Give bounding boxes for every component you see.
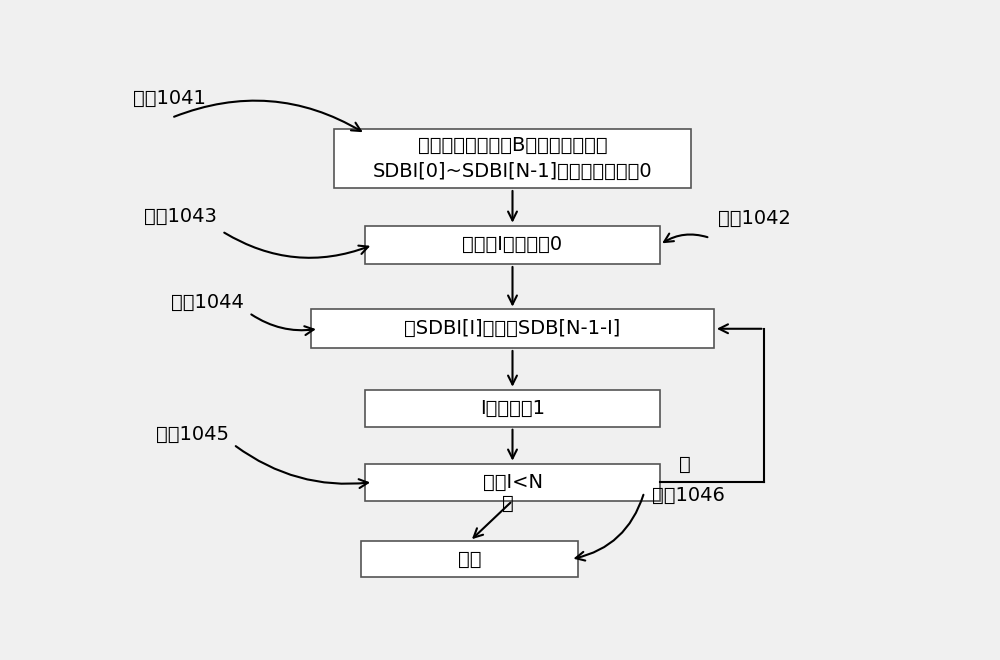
Text: 步骤1042: 步骤1042 (718, 209, 791, 228)
Text: 步骤1045: 步骤1045 (156, 425, 229, 444)
Text: 是: 是 (679, 455, 691, 475)
FancyBboxPatch shape (365, 389, 660, 427)
Text: 步骤1043: 步骤1043 (144, 207, 217, 226)
Text: 将SDBI[I]赋值为SDB[N-1-I]: 将SDBI[I]赋值为SDB[N-1-I] (404, 319, 621, 339)
Text: I的值增加1: I的值增加1 (480, 399, 545, 418)
FancyBboxPatch shape (334, 129, 691, 188)
Text: 步骤1044: 步骤1044 (172, 293, 244, 312)
FancyBboxPatch shape (365, 226, 660, 264)
Text: 步骤1041: 步骤1041 (133, 89, 206, 108)
FancyBboxPatch shape (361, 541, 578, 578)
Text: 如果I<N: 如果I<N (482, 473, 542, 492)
Text: 步骤1046: 步骤1046 (652, 486, 725, 505)
FancyBboxPatch shape (365, 463, 660, 501)
Text: 建立应变分布曲线B的水平镜像数据
SDBI[0]~SDBI[N-1]，全部初始化为0: 建立应变分布曲线B的水平镜像数据 SDBI[0]~SDBI[N-1]，全部初始化… (373, 136, 652, 182)
Text: 结束: 结束 (458, 550, 482, 569)
Text: 初始化I，赋值为0: 初始化I，赋值为0 (462, 236, 563, 254)
FancyBboxPatch shape (311, 310, 714, 348)
Text: 否: 否 (502, 494, 514, 513)
